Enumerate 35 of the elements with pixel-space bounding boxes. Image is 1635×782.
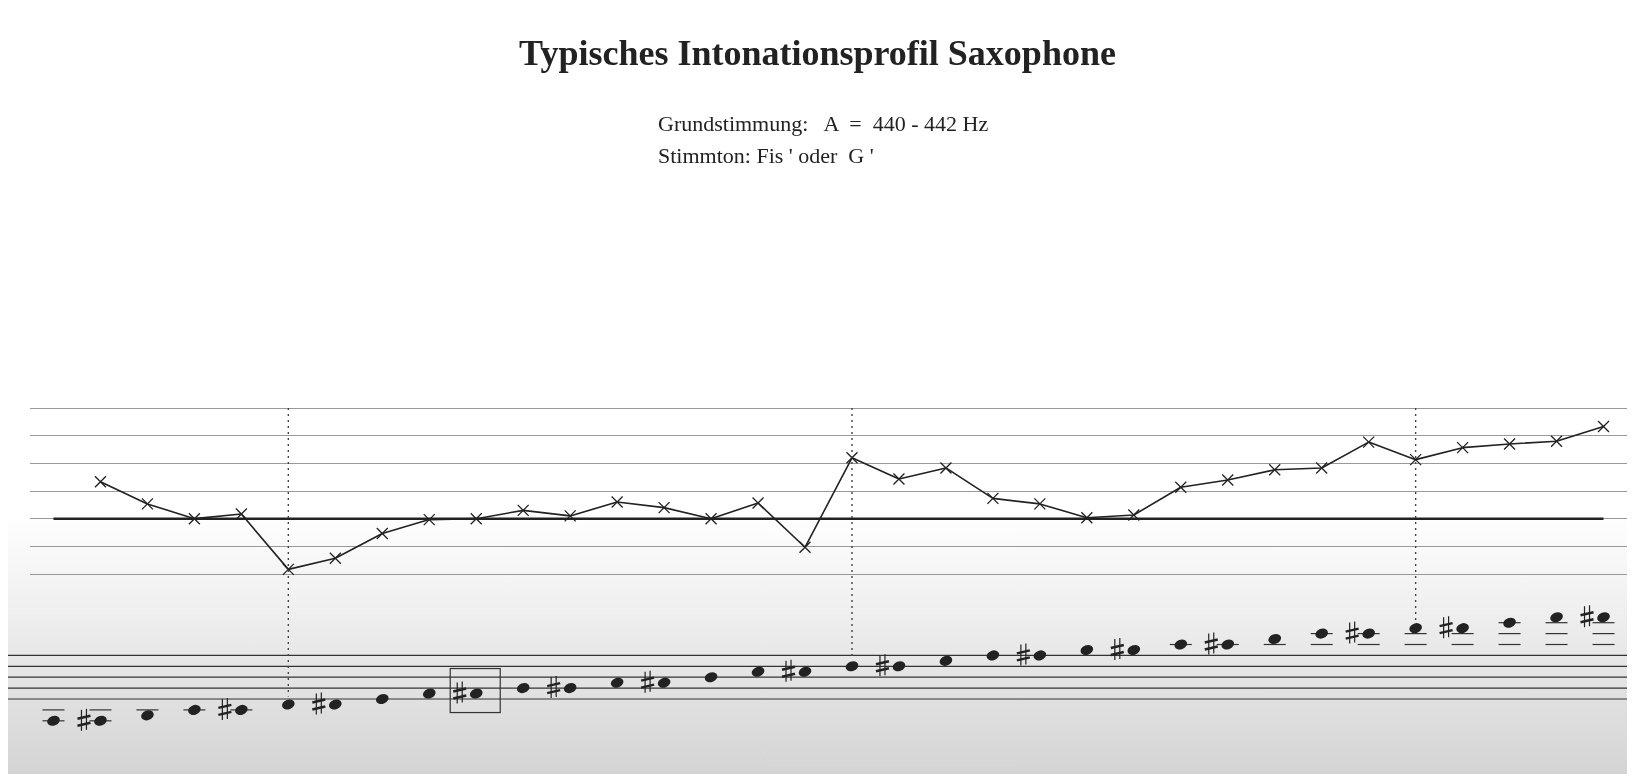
text: Stimmton: Fis ' oder G ' — [658, 142, 874, 168]
point — [141, 497, 154, 511]
point — [1268, 463, 1281, 476]
point — [892, 472, 906, 486]
point — [610, 495, 624, 509]
point — [94, 475, 107, 488]
point — [1033, 497, 1047, 511]
point — [423, 513, 436, 526]
point — [188, 512, 201, 525]
point — [704, 512, 718, 525]
point — [1550, 435, 1563, 448]
point — [1456, 441, 1469, 454]
point — [657, 501, 671, 514]
point — [798, 541, 812, 554]
point — [1503, 437, 1516, 451]
point — [517, 504, 530, 517]
text: Grundstimmung: A = 440 - 442 Hz — [658, 110, 989, 136]
point — [1174, 481, 1187, 494]
point — [751, 496, 765, 510]
point — [1315, 461, 1328, 475]
point — [376, 527, 389, 540]
point — [1127, 508, 1140, 522]
point — [329, 552, 342, 565]
point — [1362, 435, 1375, 449]
point — [1080, 511, 1093, 524]
point — [1597, 420, 1610, 433]
point — [1221, 473, 1234, 487]
point — [939, 461, 953, 475]
point — [986, 492, 1000, 505]
point — [564, 509, 577, 523]
point — [1409, 453, 1422, 466]
chart-title: Typisches Intonationsprofil Saxophone — [519, 33, 1116, 73]
point — [845, 451, 859, 464]
point — [470, 512, 483, 525]
point — [282, 563, 295, 576]
